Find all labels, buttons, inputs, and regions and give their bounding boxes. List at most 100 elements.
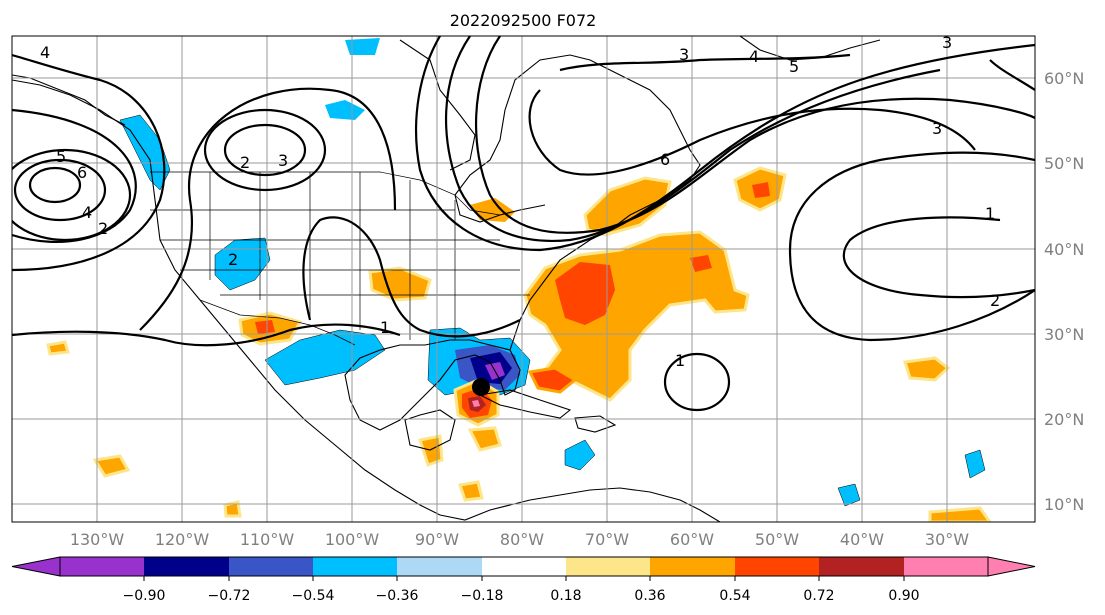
lon-label: 120°W xyxy=(155,530,210,549)
contour-line xyxy=(663,352,731,412)
contour-label: 1 xyxy=(985,204,995,223)
contour-label: 6 xyxy=(77,163,87,182)
state-borders xyxy=(150,172,530,340)
contour-label: 2 xyxy=(990,291,1000,310)
contour-line xyxy=(474,36,1035,234)
colorbar-segment xyxy=(819,557,904,576)
us-canada-border xyxy=(150,171,501,216)
contour-layer xyxy=(12,36,1035,412)
lon-label: 30°W xyxy=(925,530,969,549)
coastline-layer xyxy=(12,36,881,522)
lat-label: 30°N xyxy=(1044,325,1084,344)
contour-line xyxy=(28,166,82,204)
lon-label: 40°W xyxy=(840,530,884,549)
gulf-coastline xyxy=(344,339,521,431)
contour-label: 2 xyxy=(228,250,238,269)
contour-line xyxy=(842,216,1035,299)
contour-label: 1 xyxy=(675,351,685,370)
lat-label: 10°N xyxy=(1044,495,1084,514)
lon-label: 50°W xyxy=(755,530,799,549)
colorbar-max-extension xyxy=(987,556,1036,577)
lon-label: 110°W xyxy=(240,530,295,549)
contour-label: 1 xyxy=(380,318,390,337)
positive-anomaly-area xyxy=(255,320,275,334)
contour-label: 3 xyxy=(278,151,288,170)
contour-line xyxy=(12,148,132,242)
positive-anomaly-area xyxy=(527,366,578,394)
colorbar-tick-label: 0.36 xyxy=(634,588,665,604)
contour-label: 3 xyxy=(942,33,952,52)
negative-anomaly-area xyxy=(325,100,365,120)
border-layer xyxy=(150,171,530,346)
colorbar-segments xyxy=(11,556,1036,577)
colorbar-tick-label: 0.54 xyxy=(719,588,750,604)
contour-line xyxy=(12,323,401,347)
colorbar-segment xyxy=(60,557,144,576)
contour-label: 2 xyxy=(98,219,108,238)
positive-anomaly-area xyxy=(458,480,484,502)
latitude-labels: 60°N 50°N 40°N 30°N 20°N 10°N xyxy=(1044,69,1084,514)
graticule xyxy=(12,36,1035,522)
colorbar-segment xyxy=(229,557,313,576)
south-america-coast xyxy=(559,487,721,522)
hudson-bay-coast xyxy=(399,39,476,171)
north-america-coastline xyxy=(12,79,561,521)
positive-anomaly-area xyxy=(418,434,444,467)
colorbar-tick-label: 0.18 xyxy=(550,588,581,604)
colorbar-segment xyxy=(904,557,988,576)
contour-label: 5 xyxy=(789,57,799,76)
positive-anomaly-area xyxy=(467,426,502,452)
contour-line xyxy=(12,53,166,272)
colorbar-min-extension xyxy=(11,556,61,577)
positive-anomaly-area xyxy=(690,255,712,272)
colorbar-tick-label: 0.90 xyxy=(888,588,919,604)
colorbar-segment xyxy=(650,557,735,576)
contour-line xyxy=(788,151,1035,342)
colorbar-tick-label: 0.72 xyxy=(803,588,834,604)
contour-label: 4 xyxy=(749,47,759,66)
greenland-coast xyxy=(739,36,881,61)
colorbar-tick-labels: −0.90 −0.72 −0.54 −0.36 −0.18 0.18 0.36 … xyxy=(123,588,920,604)
contour-label: 5 xyxy=(56,147,66,166)
storm-center-marker xyxy=(472,378,490,396)
lon-label: 80°W xyxy=(500,530,544,549)
colorbar: −0.90 −0.72 −0.54 −0.36 −0.18 0.18 0.36 … xyxy=(11,556,1036,604)
lat-label: 20°N xyxy=(1044,410,1084,429)
contour-line xyxy=(223,123,307,177)
lon-label: 130°W xyxy=(70,530,125,549)
hispaniola-coastline xyxy=(574,415,617,433)
contour-line xyxy=(559,53,851,72)
lat-label: 50°N xyxy=(1044,154,1084,173)
colorbar-segment xyxy=(482,557,566,576)
colorbar-tick-label: −0.36 xyxy=(376,588,419,604)
lon-label: 90°W xyxy=(415,530,459,549)
positive-anomaly-area xyxy=(903,356,951,382)
contour-label: 3 xyxy=(679,45,689,64)
negative-anomaly-area xyxy=(264,329,386,386)
colorbar-tick-label: −0.18 xyxy=(461,588,504,604)
colorbar-tick-label: −0.54 xyxy=(292,588,335,604)
positive-anomaly-area xyxy=(46,340,70,356)
lat-label: 60°N xyxy=(1044,69,1084,88)
contour-line xyxy=(528,89,976,176)
colorbar-tick-label: −0.72 xyxy=(208,588,251,604)
positive-anomaly-area xyxy=(470,198,515,222)
us-mexico-border xyxy=(199,299,356,346)
contour-line xyxy=(203,108,327,192)
contour-label: 4 xyxy=(82,203,92,222)
lon-label: 60°W xyxy=(670,530,714,549)
colorbar-segment xyxy=(397,557,482,576)
colorbar-segment xyxy=(144,557,229,576)
colorbar-segment xyxy=(735,557,819,576)
contour-line xyxy=(13,158,107,222)
contour-label: 3 xyxy=(932,119,942,138)
lon-label: 100°W xyxy=(325,530,380,549)
positive-anomaly-area xyxy=(472,400,480,407)
lon-label: 70°W xyxy=(585,530,629,549)
contour-line xyxy=(989,59,1035,91)
colorbar-segment xyxy=(566,557,650,576)
shaded-anomaly-layer xyxy=(46,38,992,522)
contour-label-layer: 4 5 6 4 2 2 3 3 4 5 3 2 1 1 1 2 3 6 xyxy=(40,33,1000,370)
colorbar-tick-label: −0.90 xyxy=(123,588,166,604)
